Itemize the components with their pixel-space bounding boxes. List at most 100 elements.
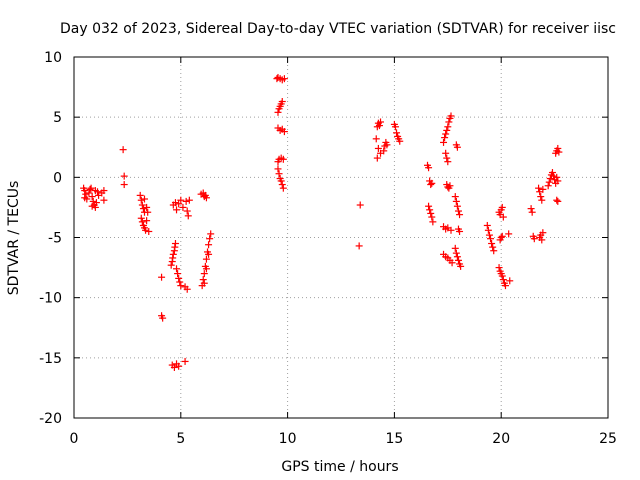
data-point bbox=[498, 232, 506, 240]
data-point bbox=[391, 123, 399, 131]
data-point bbox=[454, 207, 462, 215]
data-point bbox=[535, 184, 543, 192]
data-point bbox=[442, 149, 450, 157]
data-point bbox=[498, 203, 506, 211]
data-point bbox=[501, 282, 509, 290]
data-point bbox=[555, 148, 563, 156]
data-point bbox=[173, 265, 181, 273]
data-point bbox=[181, 283, 189, 291]
data-point bbox=[484, 226, 492, 234]
data-point bbox=[175, 200, 183, 208]
data-point bbox=[92, 199, 100, 207]
data-point bbox=[443, 154, 451, 162]
data-point bbox=[454, 256, 462, 264]
data-point bbox=[86, 185, 94, 193]
y-tick-label: -5 bbox=[48, 231, 62, 247]
data-point bbox=[425, 202, 433, 210]
data-point bbox=[383, 141, 391, 149]
data-point bbox=[280, 128, 288, 136]
data-point bbox=[425, 164, 433, 172]
data-point bbox=[488, 240, 496, 248]
data-point bbox=[373, 154, 381, 162]
data-point bbox=[120, 172, 128, 180]
data-point bbox=[91, 203, 99, 211]
data-point bbox=[452, 249, 460, 257]
x-tick-labels: 0 5 10 15 20 25 bbox=[70, 431, 617, 447]
data-point bbox=[451, 193, 459, 201]
data-point bbox=[483, 221, 491, 229]
data-point bbox=[85, 189, 93, 197]
data-point bbox=[499, 276, 507, 284]
data-point bbox=[167, 261, 175, 269]
data-point bbox=[544, 182, 552, 190]
x-tick-label: 25 bbox=[599, 431, 617, 447]
data-point bbox=[375, 122, 383, 130]
data-point bbox=[274, 108, 282, 116]
data-point bbox=[159, 314, 167, 322]
data-point bbox=[202, 265, 210, 273]
x-axis-label: GPS time / hours bbox=[281, 459, 398, 475]
data-point bbox=[548, 169, 556, 177]
data-points bbox=[80, 73, 563, 371]
data-point bbox=[445, 118, 453, 126]
data-point bbox=[356, 201, 364, 209]
chart-title: Day 032 of 2023, Sidereal Day-to-day VTE… bbox=[60, 21, 616, 37]
data-point bbox=[171, 199, 179, 207]
data-point bbox=[199, 276, 207, 284]
data-point bbox=[538, 196, 546, 204]
data-point bbox=[506, 277, 514, 285]
data-point bbox=[171, 240, 179, 248]
data-point bbox=[443, 126, 451, 134]
x-tick-label: 0 bbox=[70, 431, 79, 447]
data-point bbox=[100, 196, 108, 204]
data-point bbox=[202, 194, 210, 202]
data-point bbox=[495, 264, 503, 272]
data-point bbox=[137, 214, 145, 222]
data-point bbox=[489, 243, 497, 251]
data-point bbox=[444, 123, 452, 131]
data-point bbox=[554, 197, 562, 205]
data-point bbox=[89, 197, 97, 205]
data-point bbox=[179, 203, 187, 211]
data-point bbox=[173, 206, 181, 214]
data-point bbox=[181, 357, 189, 365]
data-point bbox=[100, 187, 108, 195]
data-point bbox=[138, 201, 146, 209]
data-point bbox=[539, 229, 547, 237]
data-point bbox=[372, 135, 380, 143]
data-point bbox=[202, 255, 210, 263]
data-point bbox=[498, 272, 506, 280]
data-point bbox=[428, 179, 436, 187]
y-tick-labels: -20 -15 -10 -5 0 5 10 bbox=[39, 50, 62, 427]
data-point bbox=[527, 205, 535, 213]
data-point bbox=[143, 203, 151, 211]
data-point bbox=[453, 253, 461, 261]
data-point bbox=[446, 182, 454, 190]
x-tick-label: 10 bbox=[279, 431, 297, 447]
data-point bbox=[279, 155, 287, 163]
data-point bbox=[139, 205, 147, 213]
data-point bbox=[87, 184, 95, 192]
data-point bbox=[377, 118, 385, 126]
grid bbox=[74, 57, 608, 418]
data-point bbox=[137, 196, 145, 204]
data-point bbox=[429, 218, 437, 226]
data-point bbox=[206, 235, 214, 243]
data-point bbox=[143, 217, 151, 225]
y-tick-label: 10 bbox=[44, 50, 62, 66]
data-point bbox=[275, 170, 283, 178]
y-tick-label: 0 bbox=[53, 170, 62, 186]
data-point bbox=[138, 218, 146, 226]
data-point bbox=[279, 184, 287, 192]
data-point bbox=[82, 190, 90, 198]
data-point bbox=[183, 207, 191, 215]
data-point bbox=[142, 226, 150, 234]
data-point bbox=[490, 247, 498, 255]
data-point bbox=[393, 129, 401, 137]
data-point bbox=[538, 236, 546, 244]
y-tick-label: -20 bbox=[39, 411, 62, 427]
data-point bbox=[88, 193, 96, 201]
data-point bbox=[499, 213, 507, 221]
data-point bbox=[182, 197, 190, 205]
data-point bbox=[554, 144, 562, 152]
